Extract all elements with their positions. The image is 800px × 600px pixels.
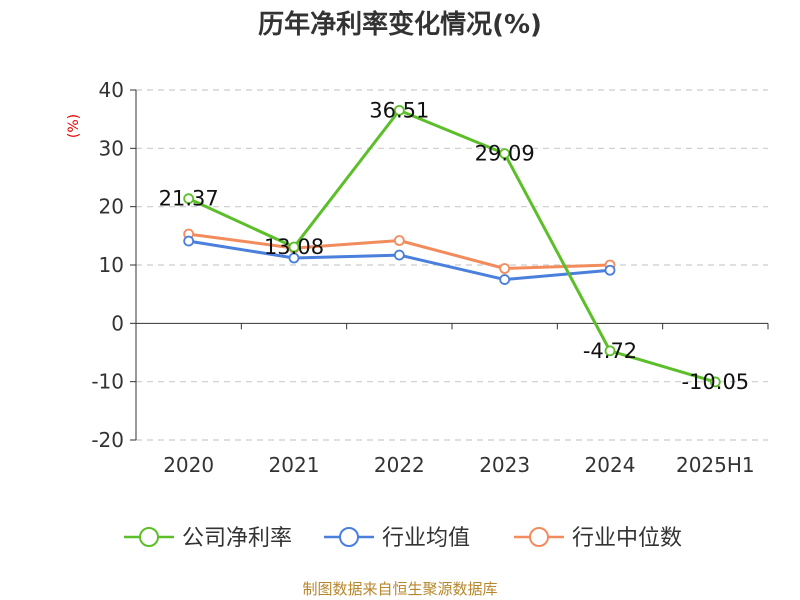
data-label: 21.37 — [159, 187, 219, 211]
legend-marker — [139, 527, 159, 547]
x-tick-label: 2020 — [163, 453, 214, 477]
source-note: 制图数据来自恒生聚源数据库 — [302, 580, 497, 598]
legend-marker — [339, 527, 359, 547]
chart-title: 历年净利率变化情况(%) — [258, 9, 542, 40]
data-label: 29.09 — [475, 142, 535, 166]
data-label: -10.05 — [681, 370, 749, 394]
legend-marker — [529, 527, 549, 547]
legend-label: 行业中位数 — [572, 526, 682, 551]
grid-lines — [136, 89, 768, 441]
axes — [130, 89, 769, 441]
data-point — [393, 235, 405, 246]
data-point — [183, 235, 195, 247]
legend-label: 公司净利率 — [182, 526, 292, 551]
x-tick-label: 2024 — [585, 453, 636, 477]
series-2 — [183, 235, 616, 285]
data-point — [499, 274, 511, 285]
data-point — [499, 263, 511, 274]
data-label: 13.08 — [264, 235, 324, 259]
legend-label: 行业均值 — [382, 526, 470, 551]
data-labels: 21.37 13.08 36.51 29.09 -4.72 -10.05 — [159, 98, 750, 394]
legend-item-3: 行业中位数 — [514, 526, 682, 551]
data-point — [393, 104, 405, 116]
y-tick-label: 10 — [99, 253, 124, 277]
legend: 公司净利率 行业均值 行业中位数 — [124, 526, 682, 551]
legend-item-1: 公司净利率 — [124, 526, 292, 551]
series-line — [188, 108, 716, 384]
y-tick-label: 0 — [111, 311, 124, 335]
x-tick-label: 2025H1 — [676, 453, 755, 477]
data-label: -4.72 — [583, 339, 637, 363]
y-tick-label: -10 — [91, 370, 124, 394]
y-tick-labels: -20 -10 0 10 20 30 40 — [91, 78, 124, 452]
x-tick-label: 2021 — [269, 453, 320, 477]
data-label: 36.51 — [369, 98, 429, 122]
y-tick-label: 20 — [99, 195, 124, 219]
data-point — [288, 241, 300, 253]
y-tick-label: -20 — [91, 428, 124, 452]
x-tick-label: 2022 — [374, 453, 425, 477]
x-tick-label: 2023 — [479, 453, 530, 477]
legend-item-2: 行业均值 — [324, 526, 470, 551]
data-point — [288, 252, 300, 264]
series-lines — [183, 104, 721, 388]
y-tick-label: 30 — [99, 136, 124, 160]
data-point — [183, 193, 195, 205]
y-axis-label: (%) — [66, 114, 82, 138]
series-1 — [183, 104, 721, 388]
data-point — [499, 148, 511, 160]
x-tick-labels: 2020 2021 2022 2023 2024 2025H1 — [163, 453, 754, 477]
data-point — [709, 376, 721, 388]
data-point — [393, 249, 405, 261]
y-tick-label: 40 — [99, 78, 124, 102]
data-point — [604, 264, 616, 276]
data-point — [604, 345, 616, 357]
